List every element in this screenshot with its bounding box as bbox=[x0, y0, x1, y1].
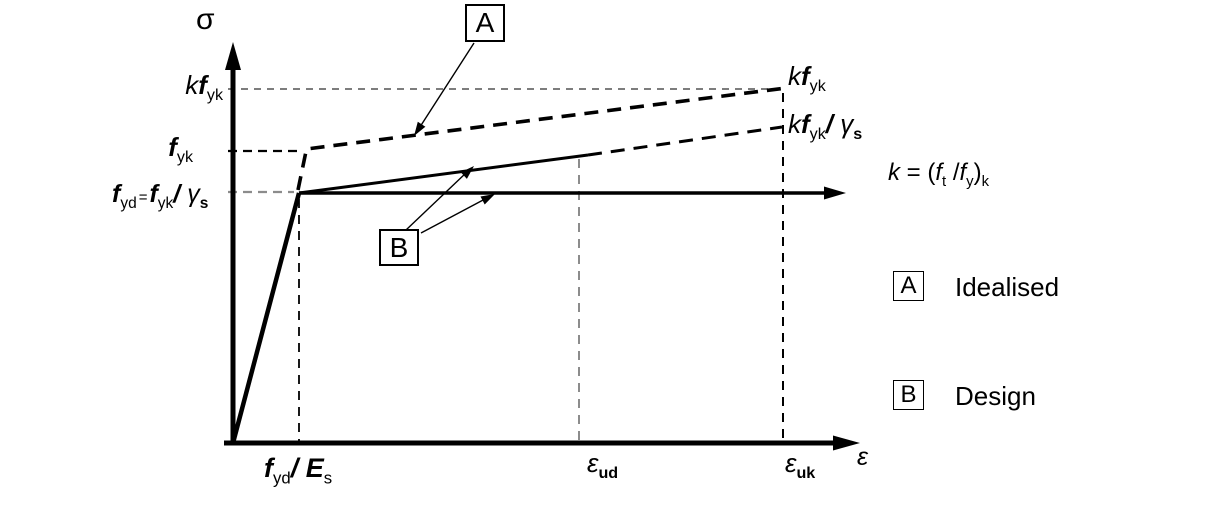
kfyk-right-k: k bbox=[788, 61, 801, 91]
x-axis-title: ε bbox=[857, 444, 868, 470]
callout-a-box: A bbox=[465, 4, 505, 42]
kfyk-right-sub: yk bbox=[809, 77, 826, 96]
kfyk-sub: yk bbox=[206, 86, 223, 105]
epsud-sub: ud bbox=[598, 464, 619, 483]
label-kfyk-right: kfyk bbox=[788, 61, 826, 94]
kfykgs-k: k bbox=[788, 109, 801, 139]
kfyk-right-f: f bbox=[801, 61, 810, 91]
epsuk-symbol: ε bbox=[785, 448, 797, 478]
x-axis-arrowhead bbox=[833, 435, 860, 451]
legend-b-letter: B bbox=[900, 381, 917, 408]
design-horizontal-branch-arrowhead bbox=[824, 186, 846, 200]
kfykgs-gamma-sub: s bbox=[853, 125, 863, 144]
kdef-equals-open: = ( bbox=[900, 159, 936, 186]
callout-a-letter: A bbox=[475, 7, 495, 38]
tick-label-eps-uk: εuk bbox=[785, 448, 815, 481]
epsilon-symbol: ε bbox=[857, 443, 868, 471]
label-kfyk-gamma-right: kfyk/ γs bbox=[788, 109, 862, 142]
tick-label-fyd: fyd =fyk/ γs bbox=[112, 180, 208, 211]
tick-label-kfyk: kfyk bbox=[140, 70, 223, 103]
callout-a-arrow-line bbox=[417, 42, 475, 131]
design-inclined-branch-dashed-extension bbox=[587, 125, 783, 157]
gamma-symbol: γ bbox=[187, 180, 200, 208]
fydEs-fsub: yd bbox=[273, 468, 291, 488]
epsuk-sub: uk bbox=[796, 464, 816, 483]
legend-b-box: B bbox=[893, 380, 924, 410]
fyd-slash: / bbox=[173, 180, 188, 208]
kfyk-k: k bbox=[185, 70, 199, 100]
callout-a-arrowhead bbox=[414, 121, 426, 136]
fyd-f: f bbox=[112, 180, 121, 208]
kdef-slash: / bbox=[946, 159, 960, 186]
fydEs-E: E bbox=[305, 453, 324, 483]
kfykgs-sub: yk bbox=[809, 125, 826, 144]
y-axis-title: σ bbox=[196, 4, 215, 36]
callout-b-arrowhead2 bbox=[480, 194, 495, 205]
y-axis-arrowhead bbox=[225, 42, 241, 70]
legend-a-label: Idealised bbox=[955, 272, 1060, 302]
kdef-close-paren: ) bbox=[973, 159, 982, 186]
fyd-fyk-sub: yk bbox=[157, 195, 174, 212]
fyk-f: f bbox=[168, 132, 177, 162]
fydEs-f: f bbox=[264, 453, 273, 483]
kfykgs-f: f bbox=[801, 109, 810, 139]
gamma-sub: s bbox=[199, 195, 209, 212]
kdef-fy: f bbox=[959, 159, 967, 186]
kdef-sub-k: k bbox=[981, 173, 990, 190]
tick-label-fyk: fyk bbox=[108, 132, 193, 165]
kfykgs-gamma: γ bbox=[840, 109, 854, 139]
epsud-symbol: ε bbox=[587, 448, 599, 478]
callout-b-letter: B bbox=[389, 231, 409, 263]
idealised-curve bbox=[296, 86, 783, 191]
legend-b-label: Design bbox=[955, 381, 1036, 411]
fyd-equals: = bbox=[138, 189, 148, 206]
kfyk-f: f bbox=[198, 70, 207, 100]
fyk-sub: yk bbox=[176, 148, 193, 167]
sigma-symbol: σ bbox=[196, 3, 215, 36]
tick-label-fyd-over-Es: fyd/ Es bbox=[264, 453, 332, 486]
legend-a-box: A bbox=[893, 271, 924, 301]
legend-a-letter: A bbox=[900, 272, 917, 299]
callout-b-arrowhead1 bbox=[460, 166, 474, 179]
callout-b-box: B bbox=[379, 229, 419, 266]
kdef-ft: f bbox=[935, 159, 943, 186]
design-inclined-branch bbox=[298, 153, 589, 195]
tick-label-eps-ud: εud bbox=[587, 448, 618, 481]
callout-b-arrow1-line bbox=[405, 171, 468, 231]
fydEs-slash: / bbox=[290, 453, 306, 483]
kdef-k: k bbox=[888, 159, 900, 186]
kdef-ft-sub: t bbox=[942, 173, 947, 190]
elastic-line bbox=[230, 192, 302, 444]
label-k-definition: k = (ft /fy)k bbox=[888, 159, 989, 189]
callout-b-arrow2-line bbox=[420, 198, 486, 234]
kfykgs-slash: / bbox=[825, 109, 841, 139]
kdef-fy-sub: y bbox=[966, 173, 974, 190]
fydEs-Esub: s bbox=[323, 468, 333, 488]
fyd-sub: yd bbox=[120, 195, 137, 212]
fyd-fyk-f: f bbox=[149, 180, 158, 208]
